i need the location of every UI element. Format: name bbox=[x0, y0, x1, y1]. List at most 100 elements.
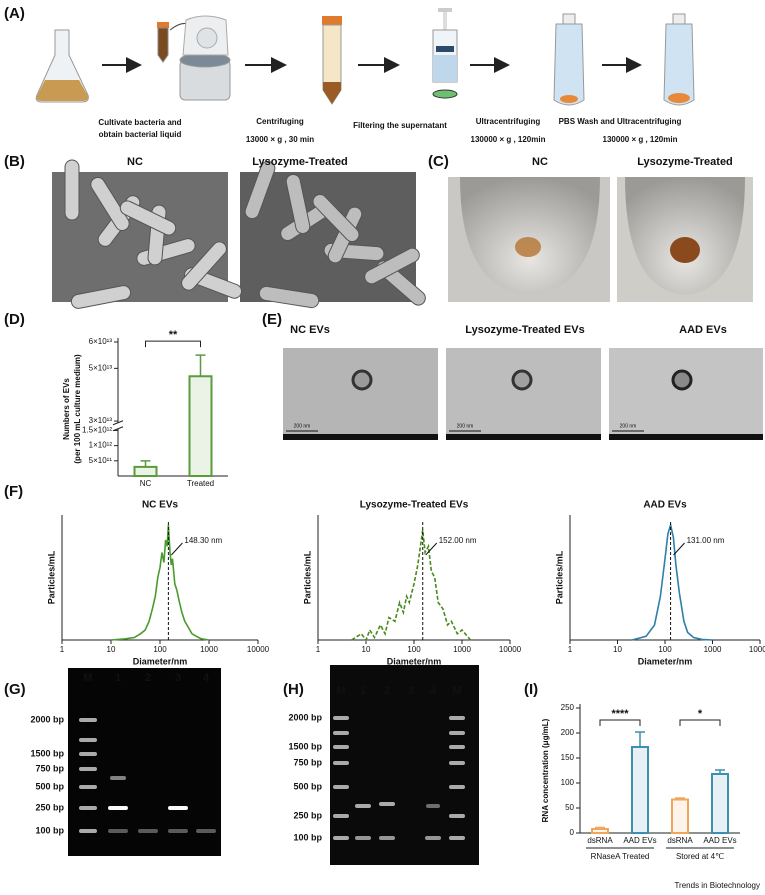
syringe-piston bbox=[436, 46, 454, 52]
gel-band bbox=[379, 836, 395, 840]
marker-label: 250 bp bbox=[35, 802, 64, 812]
x-tick-label: 10 bbox=[362, 645, 371, 654]
tube-cap bbox=[672, 13, 686, 25]
axis-break bbox=[114, 422, 122, 429]
panel-label: (H) bbox=[283, 681, 304, 698]
y-tick-label: 150 bbox=[561, 753, 575, 762]
gel-band bbox=[449, 814, 465, 818]
y-axis-label: Particles/mL bbox=[302, 550, 312, 604]
bar bbox=[631, 746, 649, 834]
panel-label: (B) bbox=[4, 153, 25, 170]
tube-cap bbox=[562, 13, 576, 25]
lane-label: 3 bbox=[408, 685, 414, 697]
image-title: AAD EVs bbox=[679, 324, 727, 336]
x-tick-label: 10000 bbox=[749, 645, 765, 654]
marker-label: 750 bp bbox=[35, 763, 64, 773]
info-bar bbox=[446, 434, 601, 440]
error-bar bbox=[195, 354, 206, 377]
bacterium bbox=[244, 160, 276, 220]
x-tick-label: 1000 bbox=[453, 645, 471, 654]
x-tick-label: dsRNA bbox=[667, 836, 693, 845]
y-tick-label: 250 bbox=[561, 703, 575, 712]
x-tick-label: 100 bbox=[153, 645, 167, 654]
axis-break-mark bbox=[112, 420, 124, 426]
chart-title: Lysozyme-Treated EVs bbox=[360, 500, 469, 511]
bar bbox=[133, 465, 158, 478]
gel-band bbox=[333, 716, 349, 720]
gel-band bbox=[333, 761, 349, 765]
gel-band bbox=[355, 836, 371, 840]
step-condition: 13000 × g , 30 min bbox=[246, 135, 314, 144]
gel-band bbox=[110, 776, 126, 780]
marker-label: 250 bp bbox=[293, 810, 322, 820]
gel-band bbox=[79, 829, 97, 833]
image-title: NC bbox=[532, 156, 548, 168]
image-title: Lysozyme-Treated bbox=[252, 156, 348, 168]
pellet bbox=[515, 237, 541, 257]
x-tick-label: 10 bbox=[107, 645, 116, 654]
error-bar bbox=[595, 826, 605, 829]
significance-label: **** bbox=[611, 708, 629, 720]
tem-image bbox=[609, 348, 763, 440]
bacterium bbox=[285, 174, 311, 234]
y-tick-label: 5×10¹³ bbox=[89, 363, 113, 372]
distribution-line bbox=[110, 524, 210, 641]
tem-image bbox=[446, 348, 601, 440]
marker-label: 1500 bp bbox=[30, 748, 64, 758]
gel-band bbox=[79, 767, 97, 771]
y-tick-label: 5×10¹¹ bbox=[89, 456, 113, 465]
significance-label: ** bbox=[169, 329, 178, 341]
ultracentrifuge-tube bbox=[663, 23, 695, 106]
gel-band bbox=[79, 806, 97, 810]
y-axis-label: Particles/mL bbox=[46, 550, 56, 604]
error-bar bbox=[635, 731, 645, 747]
tube-photo bbox=[625, 177, 745, 295]
annotation-label: 131.00 nm bbox=[687, 536, 725, 545]
scale-bar-label: 200 nm bbox=[457, 423, 474, 429]
step-label: obtain bacterial liquid bbox=[99, 130, 182, 139]
lane-label: 3 bbox=[175, 672, 181, 684]
flask-liquid bbox=[36, 80, 89, 101]
bacterium bbox=[312, 193, 360, 243]
lane-label: M bbox=[452, 685, 461, 697]
gel-band bbox=[333, 814, 349, 818]
x-tick-label: 1 bbox=[60, 645, 65, 654]
marker-label: 100 bp bbox=[293, 832, 322, 842]
info-bar bbox=[283, 434, 438, 440]
photos bbox=[448, 177, 753, 302]
bar bbox=[188, 375, 213, 478]
chart-title: AAD EVs bbox=[643, 500, 687, 511]
scale-bar-label: 200 nm bbox=[294, 423, 311, 429]
gel-band bbox=[108, 806, 128, 810]
y-tick-label: 1×10¹² bbox=[89, 441, 113, 450]
syringe-plunger bbox=[438, 8, 452, 12]
tem-images bbox=[283, 348, 763, 440]
error-bar bbox=[715, 769, 725, 774]
y-axis-label: RNA concentration (μg/mL) bbox=[541, 718, 550, 822]
gel-band bbox=[168, 806, 188, 810]
y-axis-label: (per 100 mL culture medium) bbox=[73, 354, 82, 464]
gel-band bbox=[425, 836, 441, 840]
gel-band bbox=[79, 738, 97, 742]
pellet bbox=[670, 237, 700, 263]
x-tick-label: 1 bbox=[316, 645, 321, 654]
bacterium bbox=[364, 247, 420, 285]
x-tick-label: 1 bbox=[568, 645, 573, 654]
step-label: Filtering the supernatant bbox=[353, 121, 447, 130]
vesicle bbox=[671, 369, 693, 391]
x-tick-label: AAD EVs bbox=[623, 836, 656, 845]
vesicle bbox=[511, 369, 533, 391]
bar bbox=[591, 828, 609, 834]
annotation-leader bbox=[171, 542, 183, 556]
gel-band bbox=[333, 785, 349, 789]
marker-label: 2000 bp bbox=[288, 712, 322, 722]
y-axis-label: Numbers of EVs bbox=[62, 378, 71, 440]
chart-title: NC EVs bbox=[142, 500, 179, 511]
syringe-liquid bbox=[433, 55, 457, 82]
x-axis-label: Diameter/nm bbox=[638, 656, 693, 666]
x-tick-label: 1000 bbox=[704, 645, 722, 654]
ultracentrifuge-tube bbox=[553, 23, 585, 106]
panel-label: (G) bbox=[4, 681, 26, 698]
x-tick-label: AAD EVs bbox=[703, 836, 736, 845]
